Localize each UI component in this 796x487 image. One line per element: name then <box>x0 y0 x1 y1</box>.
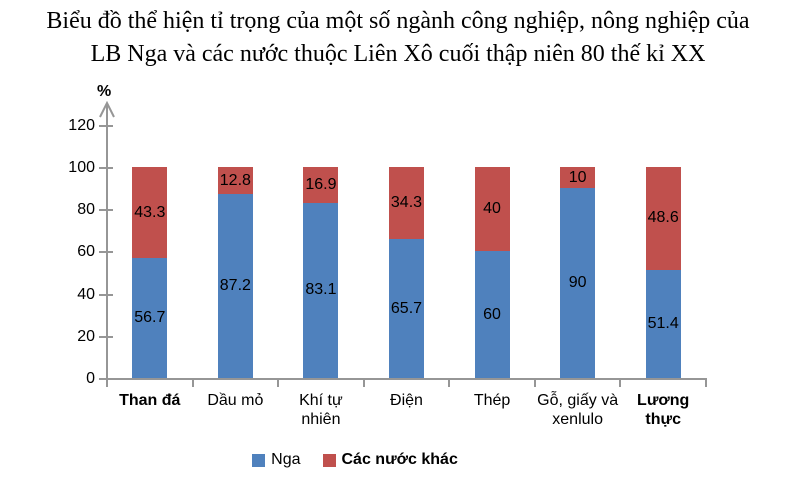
bar-value-label: 40 <box>483 200 501 218</box>
bar-value-label: 51.4 <box>647 314 679 332</box>
chart-title: Biểu đồ thể hiện tỉ trọng của một số ngà… <box>0 0 796 71</box>
chart-title-line-2: LB Nga và các nước thuộc Liên Xô cuối th… <box>90 41 706 67</box>
category-label: Điện <box>390 392 423 409</box>
y-axis-unit-label: % <box>97 83 112 100</box>
y-tick-label: 80 <box>77 201 95 219</box>
stacked-bar-chart: % 0 20 40 60 80 100 120 56.7 43.3 Than đá 87.2 12.8… <box>0 80 796 487</box>
y-tick-mark <box>99 124 113 127</box>
x-axis-line <box>106 378 707 380</box>
category-label: Gỗ, giấy và xenlulo <box>537 392 619 428</box>
bar-value-label: 87.2 <box>219 276 251 294</box>
bar-segment-cac-nuoc-khac: 34.3 <box>388 167 424 240</box>
bar-segment-nga: 60 <box>474 251 510 378</box>
x-tick-mark <box>191 378 194 387</box>
bar-value-label: 12.8 <box>219 171 251 189</box>
bar-value-label: 83.1 <box>305 281 337 299</box>
x-tick-mark <box>362 378 365 387</box>
bar-segment-nga: 65.7 <box>388 239 424 378</box>
bar-segment-nga: 51.4 <box>645 269 681 378</box>
legend-item-nga: Nga <box>252 451 301 469</box>
bar-segment-cac-nuoc-khac: 43.3 <box>132 167 168 259</box>
chart-title-line-1: Biểu đồ thể hiện tỉ trọng của một số ngà… <box>46 8 750 34</box>
bar-segment-nga: 56.7 <box>132 258 168 378</box>
bar-value-label: 48.6 <box>647 209 679 227</box>
x-tick-mark <box>619 378 622 387</box>
y-tick-mark <box>99 209 113 212</box>
x-tick-mark <box>106 378 108 387</box>
legend-swatch-nga-icon <box>252 453 266 467</box>
bar-segment-nga: 87.2 <box>217 194 253 378</box>
bar-value-label: 65.7 <box>390 299 423 317</box>
category-label: Lương thực <box>637 392 690 428</box>
bar-value-label: 10 <box>568 168 587 186</box>
y-tick-mark <box>99 293 113 296</box>
category-label: Dầu mỏ <box>207 392 264 409</box>
bar-segment-nga: 90 <box>560 188 596 378</box>
legend-swatch-cac-nuoc-khac-icon <box>322 453 336 467</box>
bar-value-label: 90 <box>568 274 587 292</box>
bar-value-label: 16.9 <box>305 175 337 193</box>
legend-label-nga: Nga <box>271 451 301 468</box>
bar-segment-cac-nuoc-khac: 40 <box>474 167 510 252</box>
y-tick-mark <box>99 167 113 169</box>
bar-value-label: 56.7 <box>134 309 166 327</box>
legend-item-cac-nuoc-khac: Các nước khác <box>322 451 458 469</box>
bar-segment-cac-nuoc-khac: 16.9 <box>303 167 339 203</box>
x-tick-mark <box>704 378 707 387</box>
y-tick-label: 120 <box>68 116 95 134</box>
y-tick-mark <box>99 335 113 338</box>
bar-segment-cac-nuoc-khac: 12.8 <box>217 167 253 194</box>
chart-legend: Nga Các nước khác <box>0 451 710 469</box>
y-tick-label: 20 <box>77 327 95 345</box>
y-tick-label: 60 <box>77 243 95 261</box>
category-label: Than đá <box>119 392 181 409</box>
legend-label-cac-nuoc-khac: Các nước khác <box>341 451 458 468</box>
bar-value-label: 43.3 <box>134 203 166 221</box>
x-tick-mark <box>277 378 280 387</box>
x-tick-mark <box>448 378 451 387</box>
bar-segment-cac-nuoc-khac: 10 <box>560 167 596 189</box>
x-tick-mark <box>533 378 536 387</box>
category-label: Khí tự nhiên <box>299 392 343 428</box>
bar-value-label: 60 <box>483 305 501 323</box>
bar-segment-cac-nuoc-khac: 48.6 <box>645 167 681 270</box>
y-tick-label: 100 <box>68 159 95 176</box>
y-tick-label: 40 <box>77 285 95 303</box>
bar-value-label: 34.3 <box>390 194 423 212</box>
y-tick-label: 0 <box>86 370 95 387</box>
y-tick-mark <box>99 251 113 254</box>
bar-segment-nga: 83.1 <box>303 202 339 378</box>
y-axis-line <box>106 103 108 380</box>
category-label: Thép <box>473 392 511 409</box>
